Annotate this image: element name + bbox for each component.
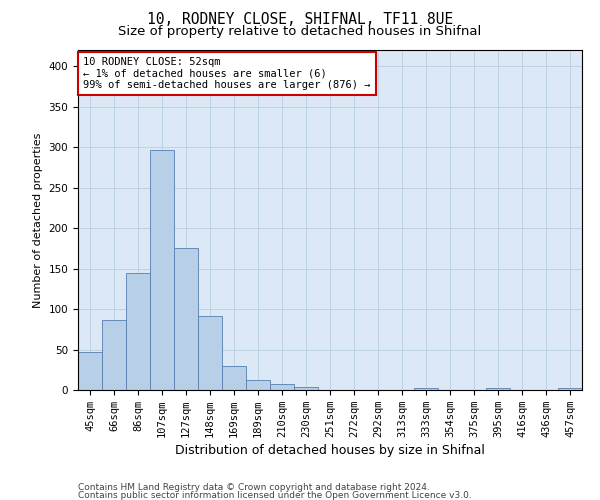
- Text: 10, RODNEY CLOSE, SHIFNAL, TF11 8UE: 10, RODNEY CLOSE, SHIFNAL, TF11 8UE: [147, 12, 453, 28]
- Bar: [78, 352, 102, 390]
- Bar: [102, 320, 126, 390]
- Bar: [558, 388, 582, 390]
- Bar: [294, 387, 318, 390]
- Bar: [222, 366, 246, 390]
- Bar: [486, 388, 510, 390]
- Bar: [270, 384, 294, 390]
- Text: Contains public sector information licensed under the Open Government Licence v3: Contains public sector information licen…: [78, 490, 472, 500]
- Bar: [174, 248, 198, 390]
- Text: 10 RODNEY CLOSE: 52sqm
← 1% of detached houses are smaller (6)
99% of semi-detac: 10 RODNEY CLOSE: 52sqm ← 1% of detached …: [83, 57, 371, 90]
- Text: Contains HM Land Registry data © Crown copyright and database right 2024.: Contains HM Land Registry data © Crown c…: [78, 483, 430, 492]
- X-axis label: Distribution of detached houses by size in Shifnal: Distribution of detached houses by size …: [175, 444, 485, 457]
- Text: Size of property relative to detached houses in Shifnal: Size of property relative to detached ho…: [118, 25, 482, 38]
- Bar: [150, 150, 174, 390]
- Bar: [246, 380, 270, 390]
- Bar: [126, 274, 150, 390]
- Y-axis label: Number of detached properties: Number of detached properties: [33, 132, 43, 308]
- Bar: [414, 388, 438, 390]
- Bar: [198, 316, 222, 390]
